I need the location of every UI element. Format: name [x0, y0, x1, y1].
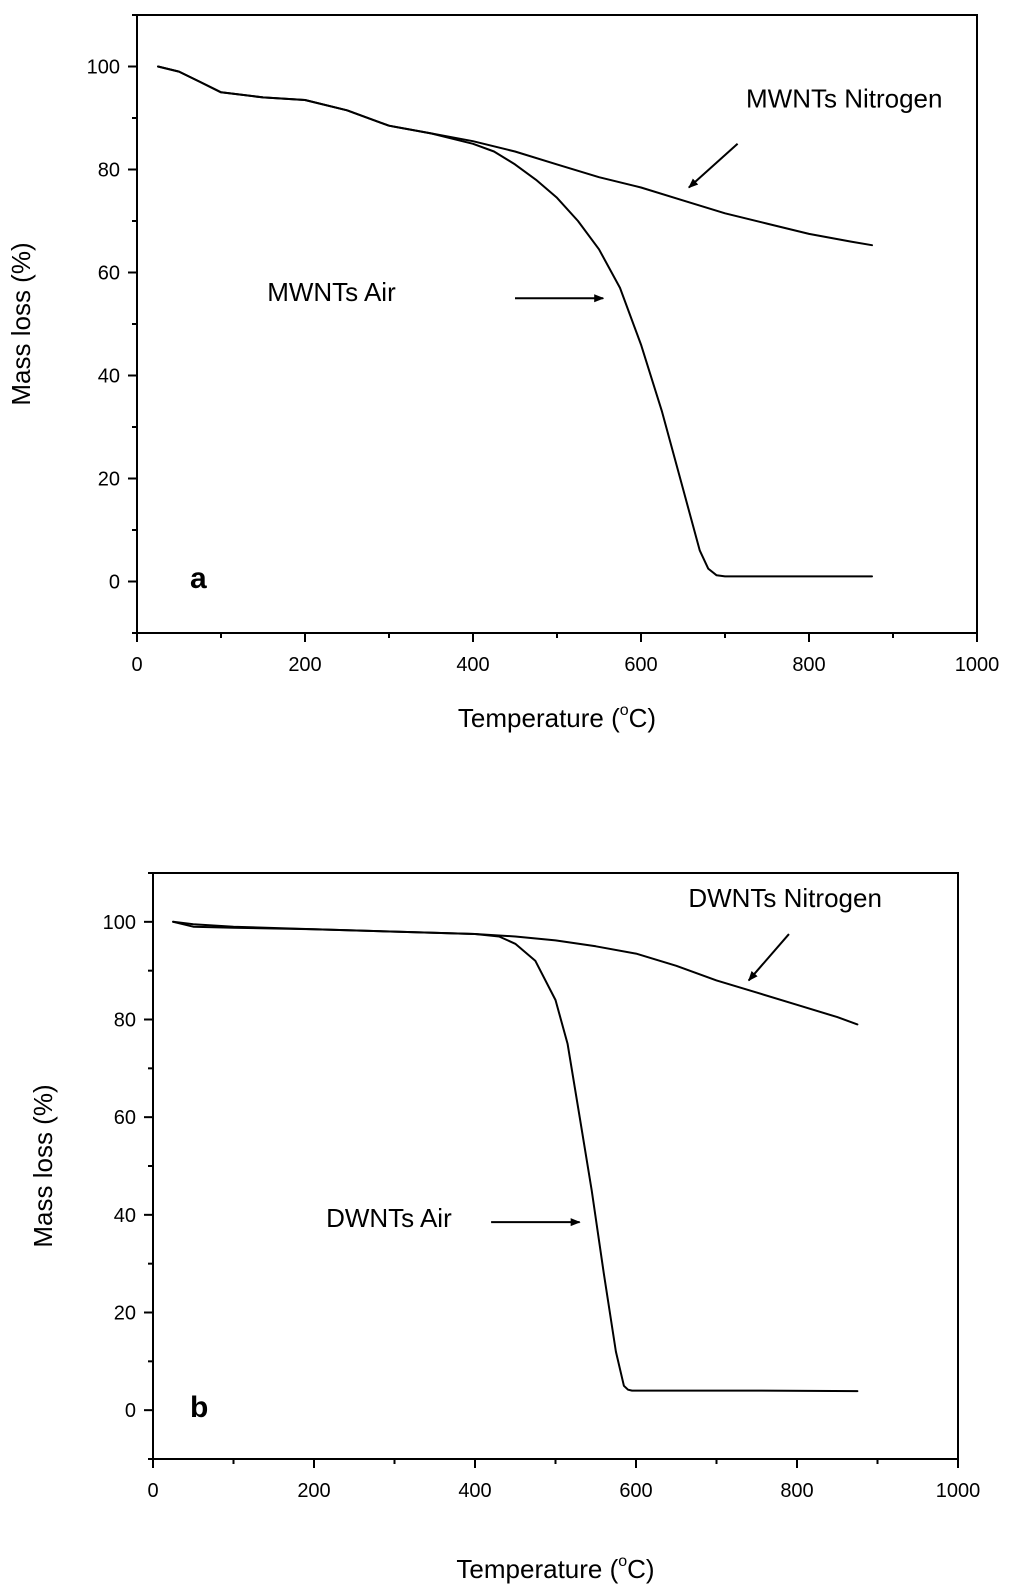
panel-b-y-tick-label: 80	[114, 1010, 136, 1032]
panel-b-x-tick-label: 1000	[936, 1480, 981, 1502]
panel-b-plot-frame	[152, 872, 959, 1460]
panel-a-y-axis-label: Mass loss (%)	[6, 242, 36, 405]
panel-b-y-tick-label: 20	[114, 1303, 136, 1325]
panel-a-arrow-mwnts-nitrogen	[688, 143, 739, 189]
panel-a-y-tick-label: 100	[87, 57, 120, 79]
panel-a-y-tick-label: 60	[98, 263, 120, 285]
panel-a-x-tick-label: 200	[288, 654, 321, 676]
panel-b-letter: b	[190, 1391, 208, 1424]
panel-b: 0 200 400 600 800 1000 0 20 40 60 80 100 Temperature…	[28, 872, 981, 1584]
panel-a-y-tick-label: 40	[98, 366, 120, 388]
panel-a-annotation-mwnts-air: MWNTs Air	[267, 277, 396, 307]
panel-a-letter: a	[190, 562, 207, 595]
panel-a-y-tick-label: 80	[98, 160, 120, 182]
panel-a-x-tick-label: 0	[131, 654, 142, 676]
panel-a: 0 200 400 600 800 1000 0 20 40 60 80 100 Temperature…	[6, 14, 1000, 733]
panel-b-y-tick-label: 0	[125, 1400, 136, 1422]
panel-a-x-tick-label: 600	[624, 654, 657, 676]
panel-b-x-tick-label: 400	[458, 1480, 491, 1502]
panel-b-y-tick-label: 40	[114, 1205, 136, 1227]
panel-a-y-tick-label: 20	[98, 469, 120, 491]
panel-a-x-tick-label: 1000	[955, 654, 1000, 676]
panel-a-x-tick-label: 400	[456, 654, 489, 676]
panel-a-x-axis-label: Temperature (oC)	[458, 702, 656, 733]
panel-b-y-tick-label: 60	[114, 1107, 136, 1129]
panel-b-x-tick-label: 0	[147, 1480, 158, 1502]
panel-b-y-tick-label: 100	[103, 912, 136, 934]
panel-a-x-tick-label: 800	[792, 654, 825, 676]
panel-b-x-tick-label: 200	[297, 1480, 330, 1502]
panel-b-x-tick-label: 800	[780, 1480, 813, 1502]
panel-a-y-tick-label: 0	[109, 572, 120, 594]
panel-b-y-axis-label: Mass loss (%)	[28, 1084, 58, 1247]
panel-a-annotation-mwnts-nitrogen: MWNTs Nitrogen	[746, 84, 942, 114]
panel-b-series-dwnts-air	[172, 920, 859, 1393]
panel-a-series-mwnts-air	[157, 65, 873, 578]
panel-b-annotation-dwnts-air: DWNTs Air	[326, 1203, 452, 1233]
panel-b-arrow-dwnts-nitrogen	[747, 933, 790, 982]
panel-b-x-axis-label: Temperature (oC)	[456, 1553, 654, 1584]
panel-b-annotation-dwnts-nitrogen: DWNTs Nitrogen	[688, 883, 882, 913]
panel-b-x-tick-label: 600	[619, 1480, 652, 1502]
